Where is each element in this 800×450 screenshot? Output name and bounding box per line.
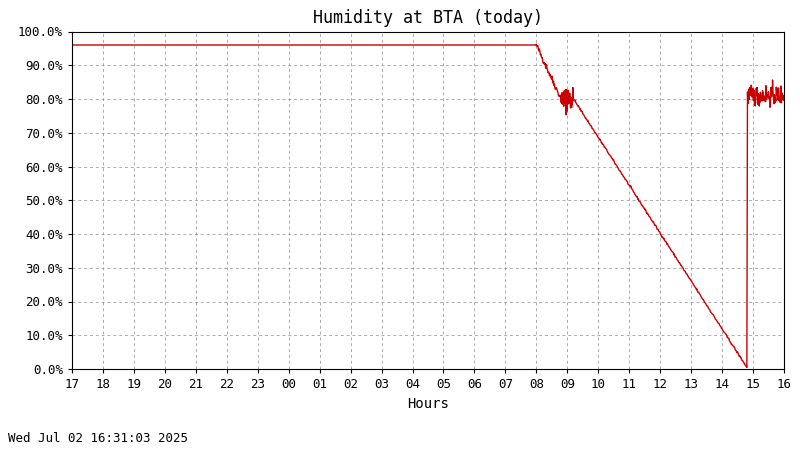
Title: Humidity at BTA (today): Humidity at BTA (today) (313, 9, 543, 27)
X-axis label: Hours: Hours (407, 396, 449, 410)
Text: Wed Jul 02 16:31:03 2025: Wed Jul 02 16:31:03 2025 (8, 432, 188, 446)
